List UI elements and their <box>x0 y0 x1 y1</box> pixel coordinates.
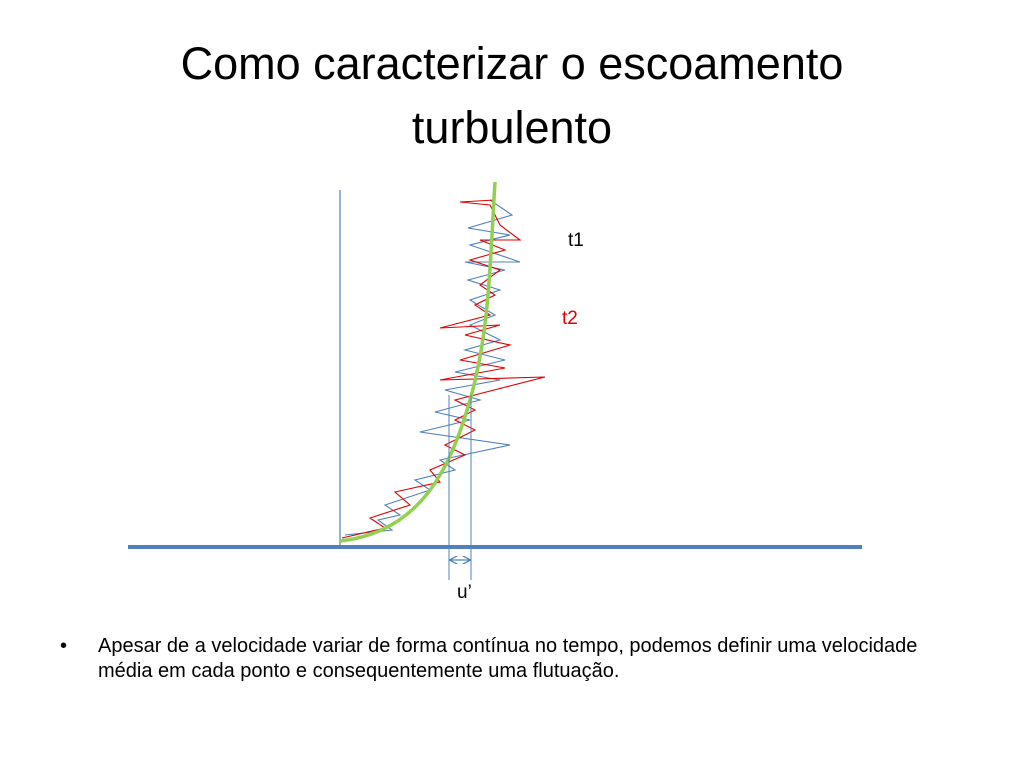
mean-profile <box>339 181 497 543</box>
profile-t1 <box>344 199 521 536</box>
label-t1: t1 <box>568 230 584 251</box>
slide-title: Como caracterizar o escoamento turbulent… <box>180 38 844 153</box>
label-t2: t2 <box>562 308 578 329</box>
label-fluctuation: u’ <box>457 582 472 603</box>
bullet: Apesar de a velocidade variar de forma c… <box>60 634 960 684</box>
bullet-list: Apesar de a velocidade variar de forma c… <box>60 634 960 684</box>
profile-t2 <box>341 199 546 539</box>
